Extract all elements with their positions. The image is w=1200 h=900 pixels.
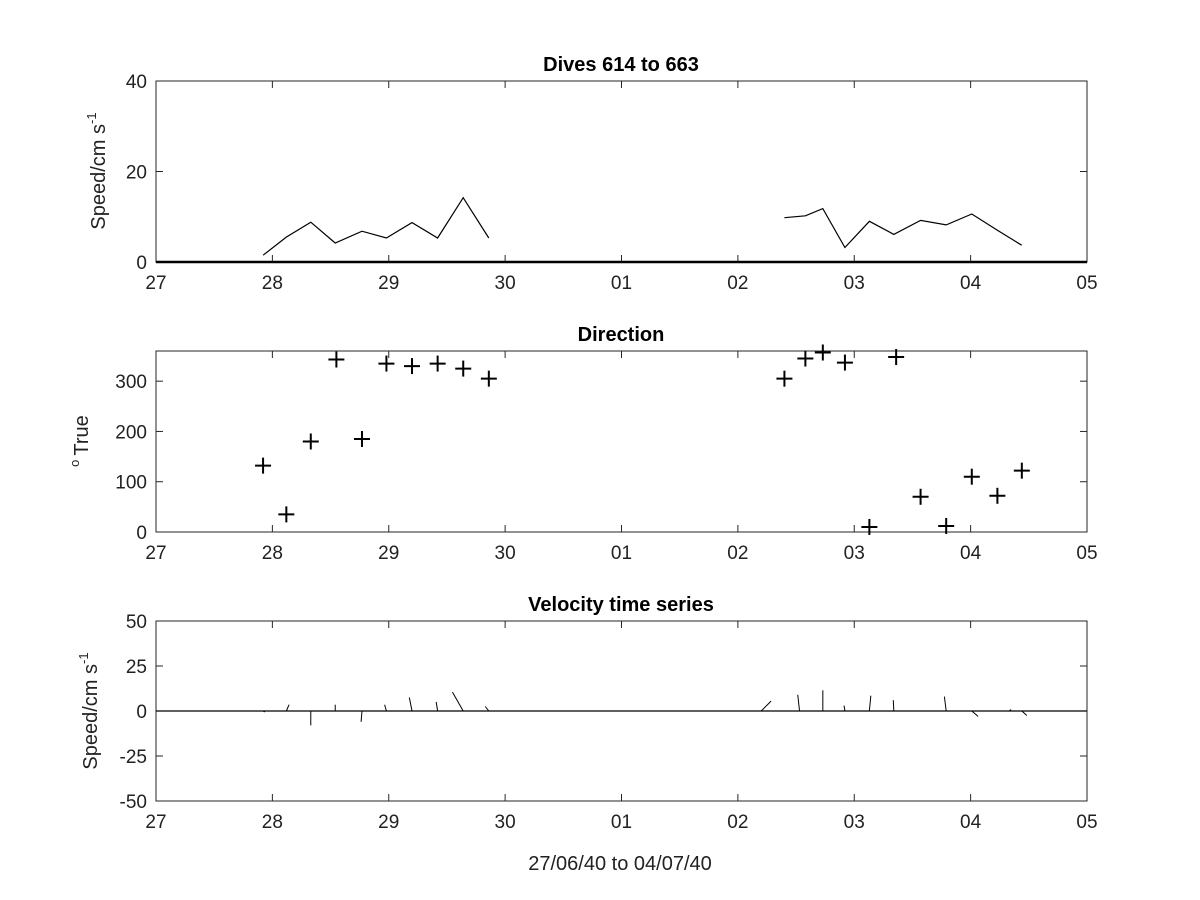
direction-point <box>1013 462 1030 479</box>
velocity-stick <box>285 704 290 712</box>
speed-chart-title: Dives 614 to 663 <box>543 54 699 76</box>
velocity-x-tick-label: 04 <box>960 812 982 833</box>
velocity-x-tick-label: 30 <box>495 812 516 833</box>
velocity-y-tick-label: -50 <box>120 792 147 813</box>
direction-point <box>328 351 345 368</box>
speed-plot-frame <box>155 80 1088 263</box>
direction-x-tick-label: 30 <box>495 543 516 564</box>
direction-y-tick-label: 300 <box>115 372 147 393</box>
speed-series-line <box>784 207 1023 249</box>
velocity-stick <box>435 701 439 712</box>
direction-point <box>378 355 395 372</box>
direction-x-tick-label: 04 <box>960 543 982 564</box>
speed-x-tick-label: 01 <box>611 273 632 294</box>
velocity-y-axis-label: Speed/cm s-1 <box>76 652 102 769</box>
speed-y-tick-label: 20 <box>126 163 147 184</box>
direction-point <box>404 358 421 375</box>
speed-x-tick-label: 04 <box>960 273 982 294</box>
direction-point <box>255 457 272 474</box>
velocity-stick <box>1008 709 1012 712</box>
direction-point <box>814 344 831 361</box>
velocity-stick <box>1021 710 1028 716</box>
velocity-x-tick-label: 27 <box>145 812 166 833</box>
velocity-y-tick-label: -25 <box>120 747 147 768</box>
velocity-stick <box>451 691 464 712</box>
direction-point <box>455 360 472 377</box>
velocity-stick <box>262 710 266 713</box>
direction-x-tick-label: 02 <box>727 543 748 564</box>
direction-point <box>963 468 980 485</box>
direction-point <box>480 370 497 387</box>
velocity-x-axis-label: 27/06/40 to 04/07/40 <box>528 853 712 875</box>
direction-point <box>938 517 955 534</box>
speed-x-tick-label: 28 <box>262 273 283 294</box>
velocity-stick <box>843 705 846 712</box>
direction-point <box>429 355 446 372</box>
direction-point <box>836 354 853 371</box>
velocity-stick <box>408 697 413 712</box>
velocity-stick <box>797 694 801 712</box>
direction-y-axis-label: oTrue <box>67 415 93 467</box>
velocity-stick <box>484 706 490 712</box>
velocity-stick <box>868 695 872 712</box>
speed-y-tick-label: 0 <box>136 253 147 274</box>
direction-panel: Direction oTrue 27 28 29 30 01 02 03 04 05 0 100 20… <box>67 324 1098 564</box>
velocity-stick <box>892 700 895 712</box>
direction-x-tick-label: 05 <box>1076 543 1097 564</box>
direction-plot-frame <box>155 350 1088 533</box>
velocity-stick <box>360 710 363 722</box>
speed-y-tick-label: 40 <box>126 72 147 93</box>
direction-x-tick-label: 03 <box>844 543 865 564</box>
direction-point <box>888 349 905 366</box>
direction-point <box>278 506 295 523</box>
velocity-stick <box>943 696 947 712</box>
velocity-stick <box>971 710 979 717</box>
velocity-chart-title: Velocity time series <box>528 594 714 616</box>
velocity-x-tick-label: 03 <box>844 812 865 833</box>
direction-y-tick-label: 0 <box>136 523 147 544</box>
direction-y-tick-label: 100 <box>115 473 147 494</box>
direction-point <box>353 430 370 447</box>
direction-x-tick-label: 01 <box>611 543 632 564</box>
speed-x-tick-label: 03 <box>844 273 865 294</box>
velocity-x-tick-label: 01 <box>611 812 632 833</box>
direction-chart-title: Direction <box>578 324 665 346</box>
direction-point <box>989 487 1006 504</box>
velocity-y-tick-label: 0 <box>136 702 147 723</box>
speed-x-tick-label: 30 <box>495 273 516 294</box>
direction-x-tick-label: 28 <box>262 543 283 564</box>
speed-y-axis-label: Speed/cm s-1 <box>84 112 110 229</box>
velocity-stick <box>760 700 772 712</box>
direction-point <box>861 518 878 535</box>
velocity-y-tick-label: 50 <box>126 612 147 633</box>
direction-point <box>912 488 929 505</box>
velocity-panel: Velocity time series Speed/cm s-1 27/06/… <box>76 594 1098 875</box>
speed-x-tick-label: 05 <box>1076 273 1097 294</box>
speed-x-tick-label: 29 <box>378 273 399 294</box>
direction-y-tick-label: 200 <box>115 422 147 443</box>
speed-series-line <box>262 196 490 256</box>
velocity-x-tick-label: 05 <box>1076 812 1097 833</box>
velocity-x-tick-label: 29 <box>378 812 399 833</box>
velocity-x-tick-label: 02 <box>727 812 748 833</box>
speed-x-tick-label: 27 <box>145 273 166 294</box>
speed-panel: Dives 614 to 663 Speed/cm s-1 27 28 29 30 01… <box>84 54 1098 294</box>
velocity-x-tick-label: 28 <box>262 812 283 833</box>
velocity-y-tick-label: 25 <box>126 657 147 678</box>
direction-x-tick-label: 27 <box>145 543 166 564</box>
direction-point <box>302 433 319 450</box>
velocity-stick <box>384 704 387 712</box>
direction-x-tick-label: 29 <box>378 543 399 564</box>
speed-x-tick-label: 02 <box>727 273 748 294</box>
direction-point <box>797 350 814 367</box>
direction-point <box>776 370 793 387</box>
